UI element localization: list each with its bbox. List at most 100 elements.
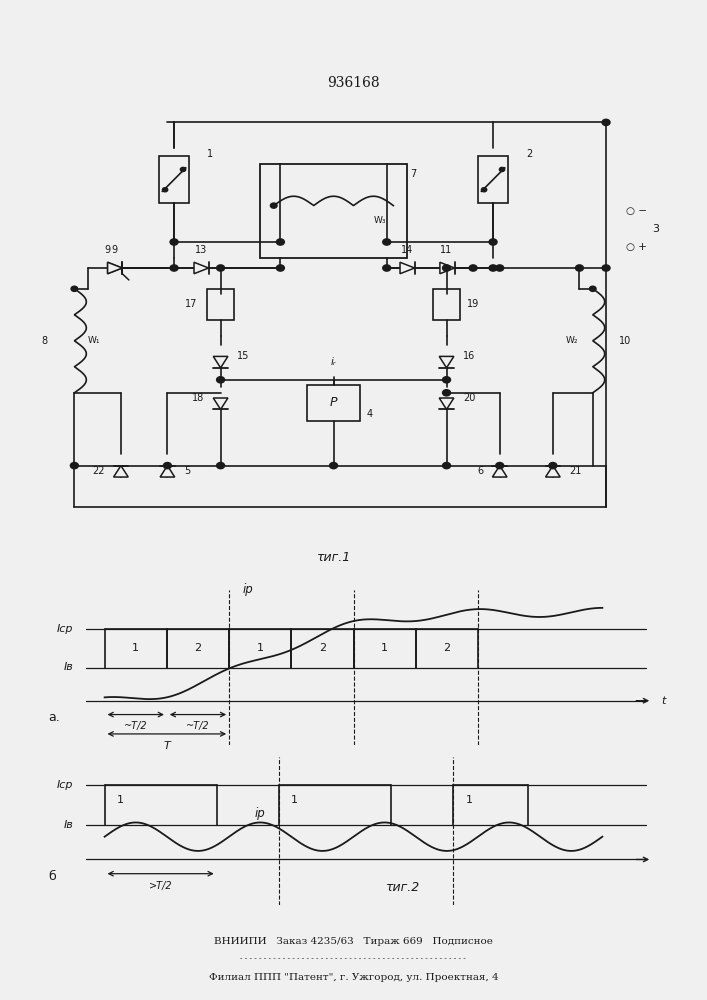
Text: ~T/2: ~T/2 <box>124 721 148 731</box>
Circle shape <box>170 239 178 245</box>
Text: 1: 1 <box>381 643 388 653</box>
Circle shape <box>216 377 225 383</box>
Circle shape <box>481 188 486 192</box>
Text: 11: 11 <box>440 245 452 255</box>
Text: 1: 1 <box>117 795 124 805</box>
Text: 21: 21 <box>570 466 582 476</box>
Polygon shape <box>107 262 122 274</box>
Text: 20: 20 <box>463 393 476 403</box>
Circle shape <box>216 462 225 469</box>
Text: ~T/2: ~T/2 <box>186 721 210 731</box>
Text: 1: 1 <box>291 795 298 805</box>
Polygon shape <box>440 262 455 274</box>
Text: 1: 1 <box>132 643 139 653</box>
Circle shape <box>163 462 171 469</box>
Text: W₂: W₂ <box>566 336 578 345</box>
Text: а.: а. <box>49 711 60 724</box>
Polygon shape <box>214 398 228 409</box>
Text: Филиал ППП "Патент", г. Ужгород, ул. Проектная, 4: Филиал ППП "Патент", г. Ужгород, ул. Про… <box>209 974 498 982</box>
Polygon shape <box>492 466 507 477</box>
Text: 4: 4 <box>367 409 373 419</box>
Text: 17: 17 <box>185 299 197 309</box>
Circle shape <box>382 239 391 245</box>
Text: ВНИИПИ   Заказ 4235/63   Тираж 669   Подписное: ВНИИПИ Заказ 4235/63 Тираж 669 Подписное <box>214 938 493 946</box>
Bar <box>159 156 189 203</box>
Text: 7: 7 <box>410 169 416 179</box>
Polygon shape <box>160 466 175 477</box>
Text: ○ +: ○ + <box>626 242 647 252</box>
Text: iр: iр <box>255 807 266 820</box>
Text: Iв: Iв <box>64 662 74 672</box>
Text: τиг.1: τиг.1 <box>317 551 351 564</box>
Text: 10: 10 <box>619 336 631 346</box>
Text: iᵣ: iᵣ <box>331 357 337 367</box>
Circle shape <box>276 265 284 271</box>
Text: 13: 13 <box>194 245 206 255</box>
Polygon shape <box>114 466 128 477</box>
Circle shape <box>469 265 477 271</box>
Polygon shape <box>400 262 414 274</box>
Circle shape <box>270 203 277 208</box>
Circle shape <box>443 390 450 396</box>
Text: 6: 6 <box>477 466 483 476</box>
Text: >T/2: >T/2 <box>148 881 173 891</box>
Circle shape <box>496 462 503 469</box>
Text: 2: 2 <box>526 149 532 159</box>
Text: 16: 16 <box>463 351 475 361</box>
Text: 2: 2 <box>319 643 326 653</box>
Circle shape <box>602 265 610 271</box>
Text: Iср: Iср <box>57 624 74 634</box>
Text: 3: 3 <box>653 224 660 234</box>
Text: ○ −: ○ − <box>626 206 647 216</box>
Bar <box>433 289 460 320</box>
Circle shape <box>549 462 557 469</box>
Text: P: P <box>329 396 337 409</box>
Polygon shape <box>214 356 228 368</box>
Text: 9: 9 <box>111 245 117 255</box>
Circle shape <box>71 286 78 291</box>
Circle shape <box>602 119 610 126</box>
Bar <box>260 164 407 258</box>
Circle shape <box>499 167 505 172</box>
Text: τиг.2: τиг.2 <box>386 881 421 894</box>
Bar <box>207 289 234 320</box>
Bar <box>307 385 360 421</box>
Text: 1: 1 <box>207 149 214 159</box>
Circle shape <box>276 239 284 245</box>
Text: iр: iр <box>243 583 253 596</box>
Text: W₃: W₃ <box>373 216 386 225</box>
Circle shape <box>329 462 337 469</box>
Text: - - - - - - - - - - - - - - - - - - - - - - - - - - - - - - - - - - - - - - - - : - - - - - - - - - - - - - - - - - - - - … <box>240 955 467 961</box>
Text: 2: 2 <box>443 643 450 653</box>
Circle shape <box>575 265 583 271</box>
Polygon shape <box>546 466 560 477</box>
Circle shape <box>443 377 450 383</box>
Text: 1: 1 <box>257 643 264 653</box>
Text: 18: 18 <box>192 393 204 403</box>
Polygon shape <box>107 262 122 274</box>
Circle shape <box>443 462 450 469</box>
Circle shape <box>170 265 178 271</box>
Text: 9: 9 <box>105 245 111 255</box>
Circle shape <box>443 265 450 271</box>
Text: 14: 14 <box>401 245 413 255</box>
Circle shape <box>180 167 186 172</box>
Text: Iв: Iв <box>64 820 74 830</box>
Text: 15: 15 <box>238 351 250 361</box>
Polygon shape <box>194 262 209 274</box>
Circle shape <box>71 462 78 469</box>
Circle shape <box>496 265 503 271</box>
Text: б: б <box>49 870 57 883</box>
Text: Iср: Iср <box>57 780 74 790</box>
Text: 22: 22 <box>92 466 105 476</box>
Circle shape <box>216 265 225 271</box>
Text: W₁: W₁ <box>88 336 100 345</box>
Text: 1: 1 <box>465 795 472 805</box>
Text: 19: 19 <box>467 299 479 309</box>
Circle shape <box>382 265 391 271</box>
Text: 5: 5 <box>184 466 190 476</box>
Text: 936168: 936168 <box>327 76 380 90</box>
Circle shape <box>163 188 168 192</box>
Bar <box>478 156 508 203</box>
Text: 8: 8 <box>42 336 48 346</box>
